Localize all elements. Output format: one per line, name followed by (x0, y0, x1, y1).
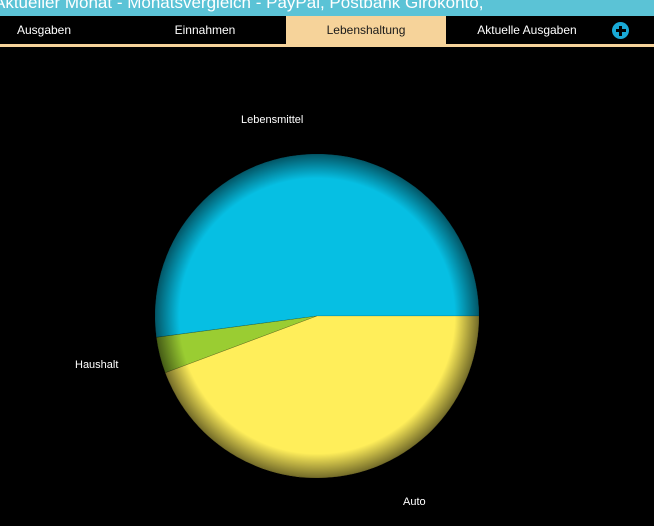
tab-bar: Ausgaben Einnahmen Lebenshaltung Aktuell… (0, 16, 654, 47)
slice-label-lebensmittel: Lebensmittel (241, 114, 303, 126)
window-title: Aktueller Monat - Monatsvergleich - PayP… (0, 0, 484, 12)
window-title-bar: Aktueller Monat - Monatsvergleich - PayP… (0, 0, 654, 16)
slice-label-auto: Auto (403, 496, 426, 508)
plus-circle-icon[interactable] (612, 22, 629, 39)
tab-aktuelle-ausgaben[interactable]: Aktuelle Ausgaben (477, 23, 577, 37)
pie-chart: Lebensmittel Haushalt Auto (75, 114, 480, 508)
slice-label-haushalt: Haushalt (75, 359, 118, 371)
pie-slice-lebensmittel[interactable] (154, 153, 480, 338)
tab-lebenshaltung[interactable]: Lebenshaltung (286, 16, 446, 44)
tab-einnahmen[interactable]: Einnahmen (174, 23, 236, 37)
tab-ausgaben[interactable]: Ausgaben (16, 23, 72, 37)
